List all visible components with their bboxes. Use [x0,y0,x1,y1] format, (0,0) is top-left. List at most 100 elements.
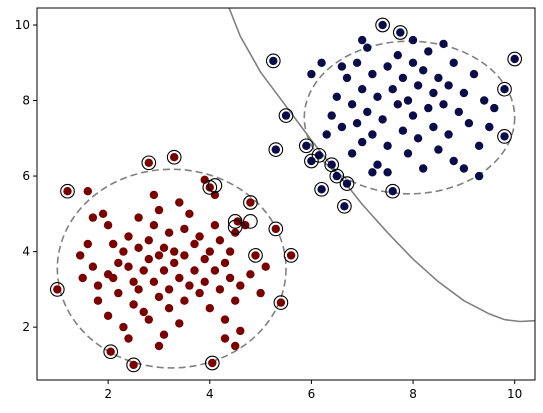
point-series-0-29 [144,254,153,264]
support-vector-ring-21 [304,153,319,169]
point-series-0-92 [231,341,240,351]
point-series-1-22 [363,107,372,117]
point-series-0-78 [251,251,260,260]
support-vector-ring-7 [204,355,220,371]
point-series-1-53 [439,100,448,109]
point-series-1-58 [454,107,463,117]
support-vector-ring-10 [243,214,258,229]
point-series-0-57 [200,277,209,286]
point-series-1-23 [363,43,372,52]
x-tick-label-2: 6 [308,387,316,401]
point-series-0-81 [271,224,280,234]
point-series-1-29 [378,115,387,124]
support-vector-ring-3 [126,357,141,373]
point-series-0-9 [103,311,113,320]
support-vector-ring-1 [60,183,75,199]
boundary-dashed-1 [56,168,287,369]
point-series-0-84 [83,187,93,196]
support-vector-ring-5 [166,149,182,165]
y-tick-label-1: 4 [22,245,30,259]
point-series-0-55 [195,232,204,241]
point-series-0-46 [175,319,184,328]
support-vector-ring-23 [314,181,329,197]
point-series-1-19 [352,58,362,67]
point-series-0-15 [119,247,128,256]
point-series-0-93 [220,334,230,343]
point-series-0-12 [109,273,118,283]
point-series-0-51 [185,209,194,218]
point-series-1-66 [500,85,509,94]
point-series-1-35 [393,51,402,60]
support-vector-ring-8 [227,214,243,229]
point-series-0-11 [109,239,118,249]
point-series-0-53 [190,266,199,275]
point-series-1-62 [474,141,484,150]
point-series-0-61 [208,358,217,368]
point-series-1-27 [373,160,382,169]
support-vector-rings [49,17,523,373]
support-vector-ring-15 [283,248,299,263]
point-series-1-31 [383,141,392,150]
point-series-0-10 [106,347,115,356]
point-series-1-44 [413,134,423,143]
point-series-0-33 [154,251,164,260]
point-series-0-80 [261,262,270,271]
point-series-0-59 [205,247,214,256]
support-vector-ring-31 [497,81,512,97]
point-series-1-75 [474,171,484,181]
y-tick-label-2: 6 [22,169,30,183]
point-series-0-27 [144,158,153,167]
point-series-1-28 [378,20,387,30]
point-series-1-72 [408,35,418,45]
point-series-0-2 [83,239,93,249]
x-tick-label-4: 10 [507,387,522,401]
support-vector-ring-29 [385,183,401,199]
point-series-0-74 [236,326,245,336]
point-series-1-33 [388,85,397,94]
y-tick-label-4: 10 [15,18,30,32]
point-series-0-56 [200,254,209,264]
point-series-0-68 [225,247,235,256]
point-series-0-77 [246,270,255,279]
point-series-0-25 [139,266,148,275]
point-series-0-94 [78,273,87,283]
y-tick-label-0: 2 [22,320,30,334]
support-vector-ring-19 [278,108,294,123]
point-series-0-76 [246,198,255,207]
point-series-0-66 [220,258,230,268]
point-series-1-38 [398,73,408,83]
point-series-1-40 [403,96,413,105]
point-series-1-32 [388,187,397,196]
point-series-1-1 [271,145,280,154]
point-series-1-39 [403,149,413,158]
support-vector-ring-28 [375,17,390,33]
point-series-1-77 [337,62,347,71]
point-series-1-37 [398,126,408,135]
point-series-1-55 [444,130,453,139]
point-series-1-25 [368,130,377,139]
point-series-1-16 [347,149,357,158]
point-series-1-73 [439,39,448,49]
point-series-0-36 [159,243,169,252]
point-series-0-69 [225,273,235,283]
support-vector-ring-20 [298,138,314,154]
point-series-0-89 [210,190,220,200]
point-series-0-45 [175,273,184,283]
point-series-0-32 [149,221,159,230]
point-series-1-78 [383,168,392,177]
point-series-0-79 [256,288,265,298]
point-series-1-51 [434,73,443,83]
point-series-1-30 [383,62,392,71]
point-series-0-18 [124,232,133,241]
point-series-0-17 [124,262,133,271]
point-series-1-48 [424,47,433,56]
point-series-1-9 [327,111,336,120]
point-series-0-23 [134,285,143,294]
point-series-0-0 [53,285,62,294]
point-series-0-65 [215,236,225,245]
point-series-1-63 [480,96,489,105]
point-series-0-73 [236,281,245,290]
plot-frame [36,7,536,381]
point-series-0-42 [170,153,179,162]
